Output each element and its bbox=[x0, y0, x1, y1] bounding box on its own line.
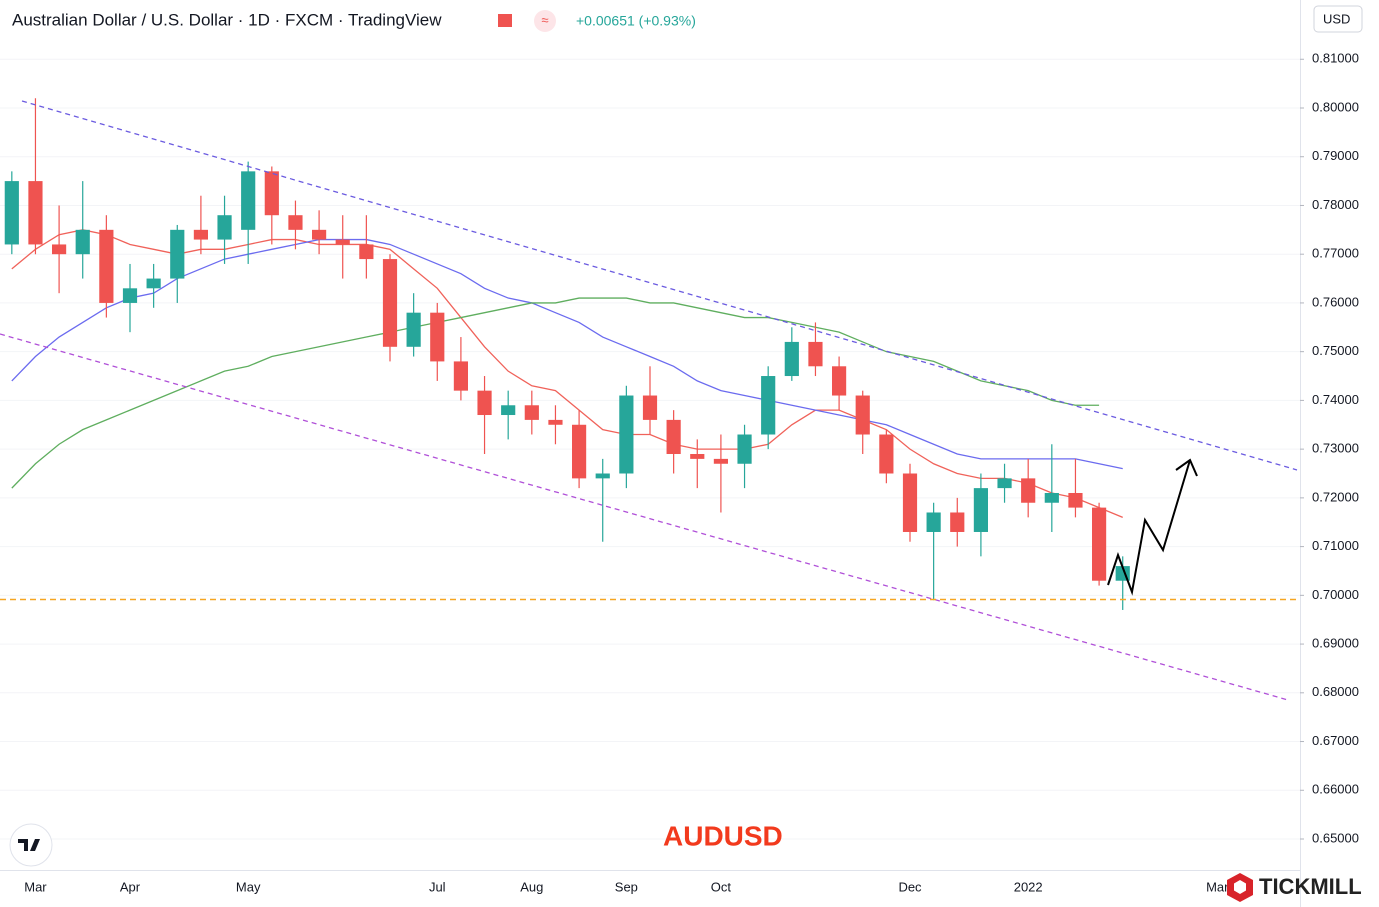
candle-body bbox=[501, 405, 516, 416]
y-tick-label: 0.67000 bbox=[1312, 733, 1359, 748]
candle-body bbox=[879, 434, 894, 474]
candle-body bbox=[784, 341, 799, 377]
candle-body bbox=[832, 366, 847, 396]
x-tick-label: Dec bbox=[898, 879, 922, 894]
y-tick-label: 0.76000 bbox=[1312, 294, 1359, 309]
candle-body bbox=[950, 512, 965, 532]
x-tick-label: Apr bbox=[120, 879, 141, 894]
arrow-head bbox=[1175, 458, 1198, 477]
chart-annotation: AUDUSD bbox=[663, 820, 783, 851]
candle-body bbox=[382, 259, 398, 347]
y-tick-label: 0.74000 bbox=[1312, 392, 1359, 407]
candle-body bbox=[808, 341, 823, 367]
symbol-title: Australian Dollar / U.S. Dollar · 1D · F… bbox=[12, 10, 442, 29]
moving-average bbox=[11, 238, 1123, 470]
y-tick-label: 0.73000 bbox=[1312, 441, 1359, 456]
y-tick-label: 0.70000 bbox=[1312, 587, 1359, 602]
candle-body bbox=[690, 454, 705, 459]
candle-body bbox=[264, 171, 279, 216]
y-tick-label: 0.66000 bbox=[1312, 782, 1359, 797]
x-tick-label: Mar bbox=[24, 879, 47, 894]
candle-body bbox=[193, 229, 208, 240]
candle-body bbox=[406, 312, 421, 347]
x-tick-label: Aug bbox=[520, 879, 543, 894]
brand-logo-inner bbox=[1234, 880, 1246, 894]
candle-body bbox=[666, 419, 681, 455]
market-closed-icon bbox=[498, 14, 512, 27]
lower-trendline bbox=[0, 333, 1289, 701]
currency-label[interactable]: USD bbox=[1323, 11, 1350, 26]
tv-logo[interactable] bbox=[9, 823, 53, 867]
plot: 0.65000 0.66000 0.67000 0.68000 0.69000 0.700… bbox=[0, 51, 1359, 894]
candle-body bbox=[548, 419, 563, 425]
projection-arrow bbox=[1107, 459, 1191, 596]
candle-body bbox=[4, 181, 19, 245]
candle-body bbox=[761, 376, 776, 435]
candle-body bbox=[359, 244, 374, 260]
candle-body bbox=[524, 405, 539, 420]
price-change: +0.00651 (+0.93%) bbox=[576, 13, 696, 29]
x-tick-label: Jul bbox=[429, 879, 446, 894]
candle-body bbox=[902, 473, 918, 532]
candle-body bbox=[595, 473, 610, 479]
y-tick-label: 0.75000 bbox=[1312, 343, 1359, 358]
data-icon-glyph: ≈ bbox=[541, 12, 548, 27]
candle-body bbox=[855, 395, 870, 435]
candle-body bbox=[312, 229, 327, 240]
y-tick-label: 0.77000 bbox=[1312, 246, 1359, 261]
y-tick-label: 0.72000 bbox=[1312, 489, 1359, 504]
candle-body bbox=[1021, 478, 1036, 503]
candle-body bbox=[453, 361, 468, 391]
candle-body bbox=[477, 390, 492, 416]
y-tick-label: 0.65000 bbox=[1312, 830, 1359, 845]
candle-body bbox=[713, 458, 728, 464]
x-tick-label: Sep bbox=[615, 879, 638, 894]
candle-body bbox=[926, 512, 941, 532]
y-tick-label: 0.79000 bbox=[1312, 148, 1359, 163]
y-tick-label: 0.81000 bbox=[1312, 51, 1359, 66]
x-tick-label: 2022 bbox=[1014, 879, 1043, 894]
tv-logo-glyph bbox=[18, 839, 40, 851]
candle-body bbox=[288, 215, 303, 230]
candle-body bbox=[973, 488, 988, 532]
candle-body bbox=[170, 229, 185, 279]
candle-body bbox=[642, 395, 658, 420]
candle-body bbox=[217, 215, 232, 240]
moving-average bbox=[11, 229, 1123, 518]
candle-body bbox=[335, 239, 350, 245]
y-tick-label: 0.80000 bbox=[1312, 99, 1359, 114]
moving-average bbox=[11, 297, 1100, 489]
candle-body bbox=[430, 312, 445, 362]
candle-body bbox=[572, 424, 587, 479]
candle-body bbox=[52, 244, 67, 255]
candle-body bbox=[997, 478, 1012, 489]
candle-body bbox=[1044, 492, 1059, 503]
currency-button[interactable] bbox=[1313, 5, 1363, 33]
candle-body bbox=[619, 395, 634, 474]
y-tick-label: 0.69000 bbox=[1312, 636, 1359, 651]
candle-body bbox=[75, 229, 90, 255]
candle-body bbox=[122, 288, 138, 303]
brand-name: TICKMILL bbox=[1259, 874, 1362, 899]
y-tick-label: 0.78000 bbox=[1312, 197, 1359, 212]
y-tick-label: 0.68000 bbox=[1312, 684, 1359, 699]
candle-body bbox=[28, 181, 43, 245]
x-tick-label: Mar bbox=[1206, 879, 1229, 894]
candle-body bbox=[737, 434, 752, 464]
candle-body bbox=[146, 278, 161, 289]
candle-body bbox=[99, 229, 114, 303]
candle-body bbox=[1068, 492, 1083, 508]
x-tick-label: Oct bbox=[711, 879, 732, 894]
candle-body bbox=[241, 171, 256, 230]
data-icon bbox=[534, 10, 556, 32]
candle-body bbox=[1092, 507, 1107, 581]
x-tick-label: May bbox=[236, 879, 261, 894]
y-tick-label: 0.71000 bbox=[1312, 538, 1359, 553]
